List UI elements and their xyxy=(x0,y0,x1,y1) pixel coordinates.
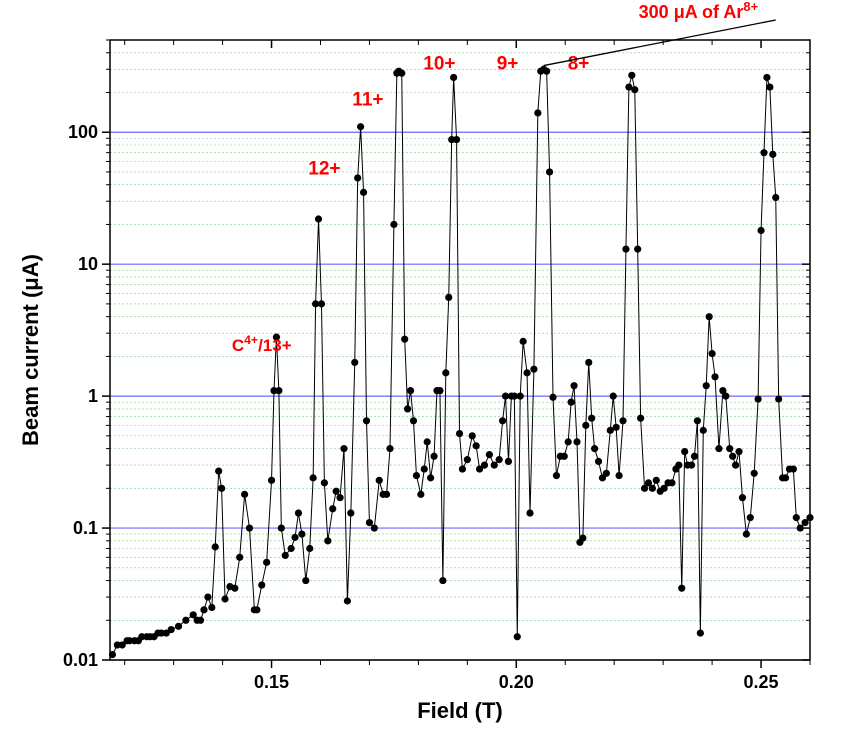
svg-text:0.25: 0.25 xyxy=(744,672,779,692)
svg-text:0.20: 0.20 xyxy=(499,672,534,692)
annotation-c4-13: C4+/13+ xyxy=(232,333,292,355)
chart-svg: 0.15 0.20 0.25 0.01 0.1 1 10 100 Field (T) Beam c… xyxy=(0,0,860,748)
x-axis-label: Field (T) xyxy=(417,698,503,723)
annotation-9plus: 9+ xyxy=(497,53,519,74)
svg-text:0.1: 0.1 xyxy=(73,518,98,538)
beam-current-chart: 0.15 0.20 0.25 0.01 0.1 1 10 100 Field (T) Beam c… xyxy=(0,0,860,748)
annotation-10plus: 10+ xyxy=(423,53,455,74)
annotation-11plus: 11+ xyxy=(352,89,383,110)
annotation-12plus: 12+ xyxy=(308,158,340,179)
y-axis-label: Beam current (μA) xyxy=(18,254,43,446)
svg-text:0.15: 0.15 xyxy=(254,672,289,692)
svg-text:0.01: 0.01 xyxy=(63,650,98,670)
annotation-ar8: 300 μA of Ar8+ xyxy=(639,0,759,22)
svg-text:1: 1 xyxy=(88,386,98,406)
annotation-8plus: 8+ xyxy=(568,53,590,74)
svg-text:100: 100 xyxy=(68,122,98,142)
svg-text:10: 10 xyxy=(78,254,98,274)
